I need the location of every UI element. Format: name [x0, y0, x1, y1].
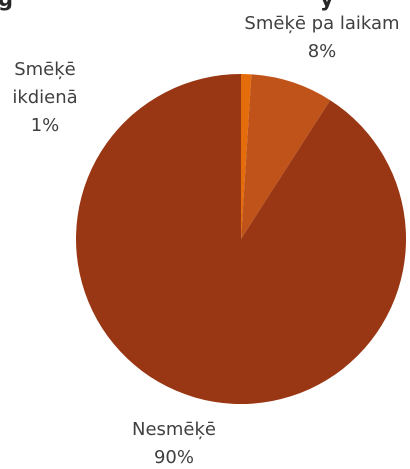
chart-title-fragment-right: y — [320, 0, 334, 11]
slice-label-group-nonsmoker: Nesmēķē 90% — [132, 419, 216, 468]
slice-value-nonsmoker: 90% — [154, 447, 194, 468]
slice-label-group-occasional: Smēķē pa laikam 8% — [244, 13, 399, 62]
slice-label-group-daily: Smēķē ikdienā 1% — [12, 59, 77, 136]
chart-title-fragment-left: g — [0, 0, 13, 11]
slice-value-daily: 1% — [31, 115, 60, 136]
slice-label-nonsmoker: Nesmēķē — [132, 419, 216, 440]
pie-slices — [76, 74, 407, 404]
slice-label-daily-line1: Smēķē — [14, 59, 76, 80]
slice-label-occasional: Smēķē pa laikam — [244, 13, 399, 34]
pie-slice-occasional — [241, 74, 331, 239]
slice-value-occasional: 8% — [308, 41, 337, 62]
pie-slice-daily — [241, 74, 252, 239]
pie-slice-nonsmoker — [76, 74, 407, 404]
slice-label-daily-line2: ikdienā — [12, 87, 77, 108]
